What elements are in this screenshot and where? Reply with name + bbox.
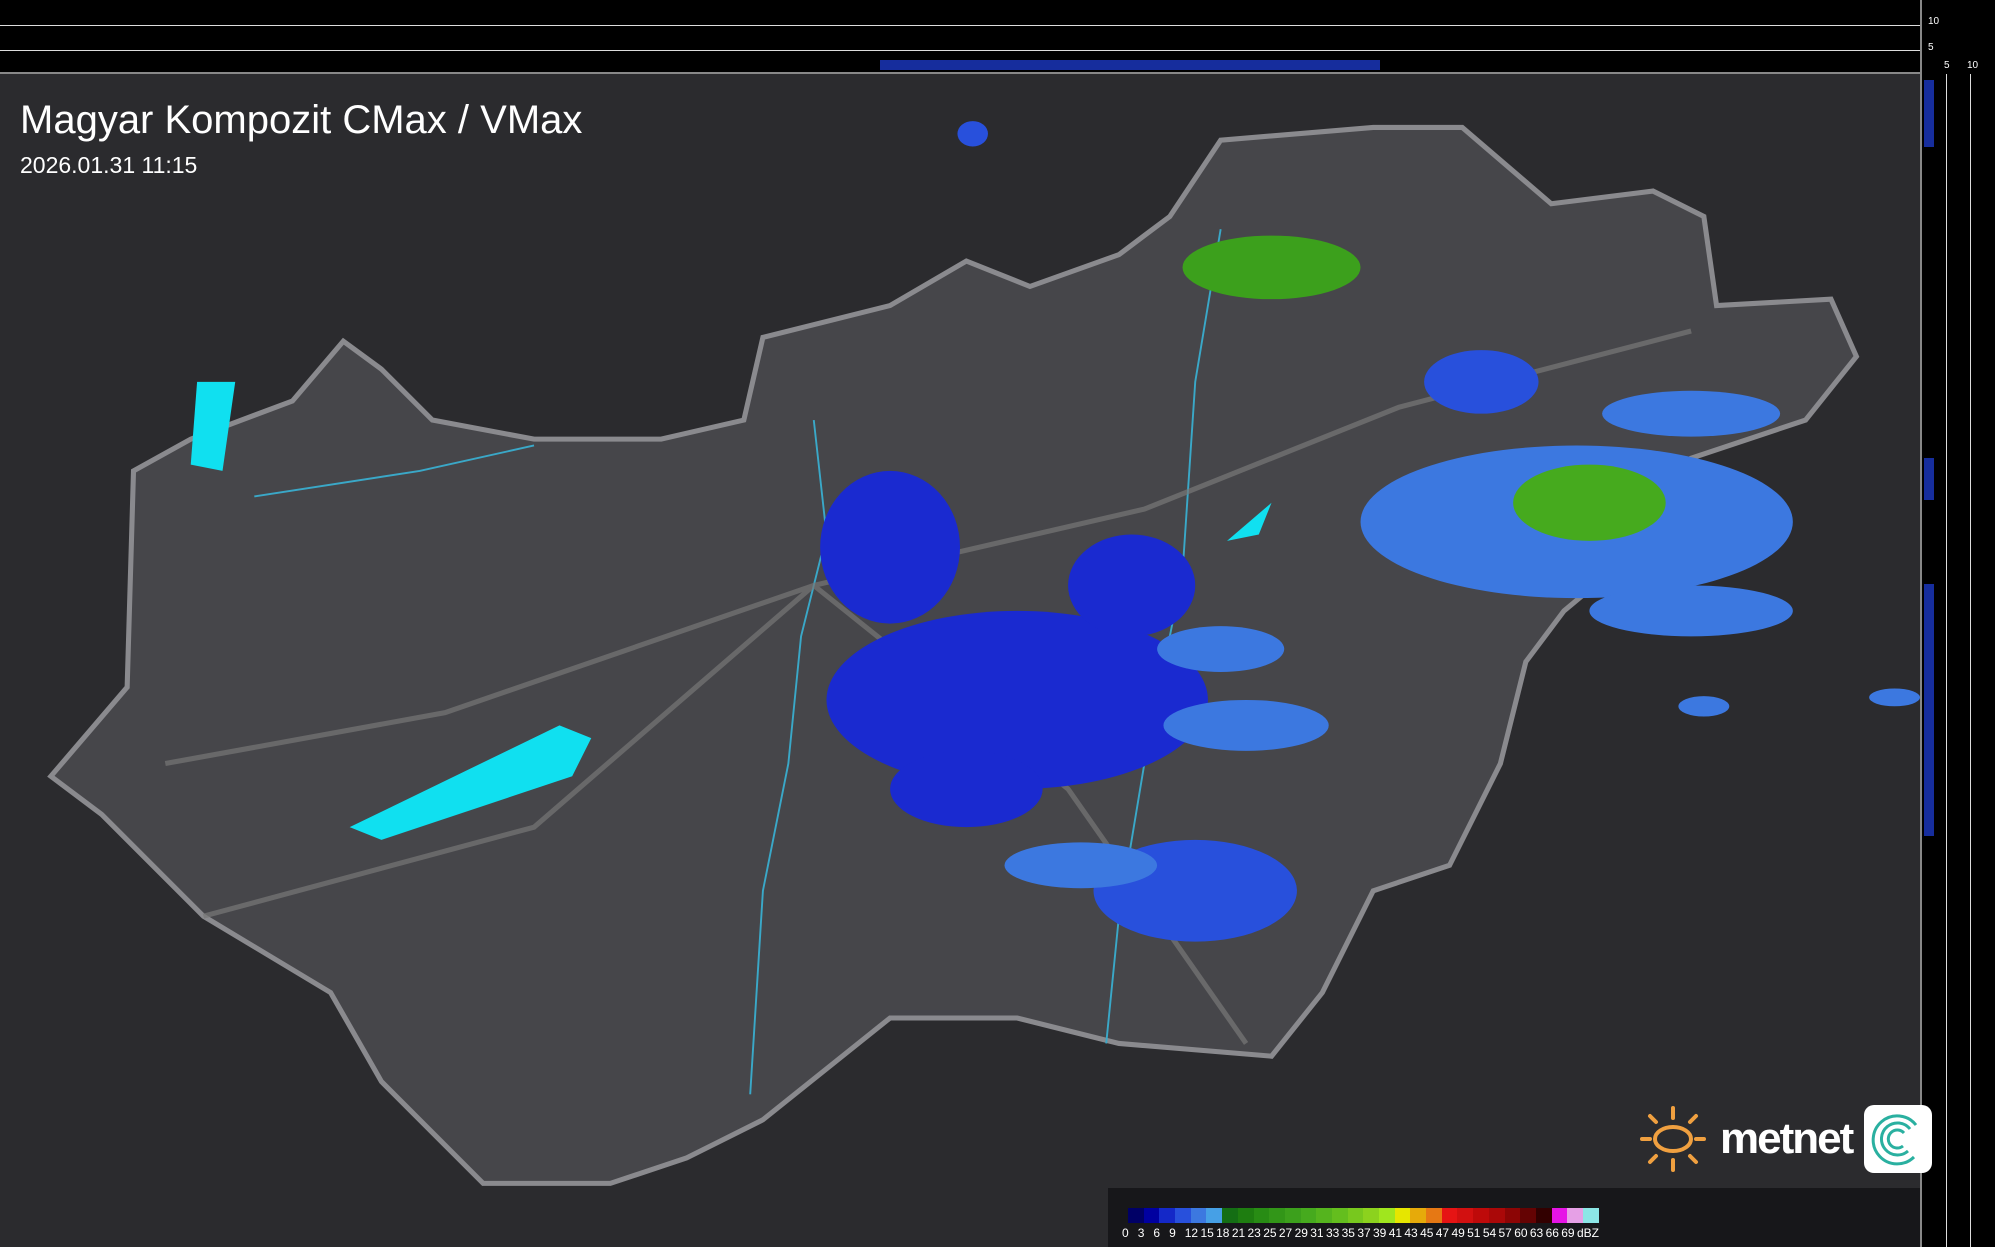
legend-swatch <box>1300 1208 1317 1223</box>
legend-swatch <box>1582 1208 1599 1223</box>
legend-swatch <box>1237 1208 1254 1223</box>
legend-swatch <box>1394 1208 1411 1223</box>
legend-label: 41 <box>1388 1226 1403 1240</box>
radar-map[interactable] <box>0 74 1920 1247</box>
legend-swatch <box>1128 1208 1144 1223</box>
legend-label: 60 <box>1514 1226 1528 1240</box>
legend-swatch <box>1316 1208 1332 1223</box>
legend-label: 37 <box>1357 1226 1371 1240</box>
logo-text: metnet <box>1720 1114 1854 1163</box>
legend-label: 0 <box>1122 1226 1129 1240</box>
legend-label: 35 <box>1341 1226 1355 1240</box>
legend-label: 45 <box>1420 1226 1434 1240</box>
metnet-logo: metnet <box>1638 1104 1933 1174</box>
tick: 5 <box>1928 42 1934 53</box>
legend-swatch <box>1551 1208 1568 1223</box>
legend-swatch <box>1410 1208 1427 1223</box>
legend-swatch <box>1488 1208 1505 1223</box>
legend-label: 51 <box>1467 1226 1481 1240</box>
timestamp: 2026.01.31 11:15 <box>20 152 198 178</box>
legend-swatch <box>1159 1208 1176 1223</box>
legend-label: 47 <box>1435 1226 1450 1240</box>
legend-label: 33 <box>1325 1226 1340 1240</box>
legend-color-scale <box>1128 1208 1599 1223</box>
legend-swatch <box>1206 1208 1223 1223</box>
legend-labels: 0 3 6 9 12 15 18 21 23 25 27 29 31 33 35 37 39 41 43 45 47 49… <box>1122 1226 1599 1240</box>
legend-swatch <box>1253 1208 1270 1223</box>
sun-icon <box>1640 1106 1706 1172</box>
legend-label: 3 <box>1137 1226 1145 1240</box>
lakes <box>190 381 1272 840</box>
legend-label: 23 <box>1247 1226 1261 1240</box>
legend-swatch <box>1363 1208 1379 1223</box>
legend-label: 25 <box>1263 1226 1277 1240</box>
legend-swatch <box>1426 1208 1442 1223</box>
legend-swatch <box>1520 1208 1536 1223</box>
legend-label: 49 <box>1451 1226 1465 1240</box>
legend-unit: dBZ <box>1576 1226 1599 1240</box>
legend-label: 21 <box>1231 1226 1246 1240</box>
legend-swatch <box>1143 1208 1160 1223</box>
legend-label: 43 <box>1404 1226 1418 1240</box>
legend-swatch <box>1269 1208 1285 1223</box>
legend-swatch <box>1190 1208 1207 1223</box>
dbz-color-legend: 0 3 6 9 12 15 18 21 23 25 27 29 31 33 35 37 39 41 43 45 47 49… <box>1108 1188 1920 1247</box>
profile-echo <box>880 60 1380 70</box>
vertical-profile-panel: 10 5 5 10 <box>1920 0 1995 1247</box>
legend-swatch <box>1473 1208 1489 1223</box>
legend-swatch <box>1535 1208 1552 1223</box>
legend-label: 15 <box>1200 1226 1214 1240</box>
horizontal-profile-panel <box>0 0 1920 74</box>
legend-swatch <box>1504 1208 1521 1223</box>
legend-label: 54 <box>1482 1226 1497 1240</box>
legend-swatch <box>1441 1208 1458 1223</box>
legend-label: 18 <box>1216 1226 1230 1240</box>
app-logo-icon <box>1864 1105 1933 1173</box>
legend-label: 57 <box>1498 1226 1512 1240</box>
legend-swatch <box>1567 1208 1583 1223</box>
tick: 5 <box>1944 60 1950 71</box>
radar-echoes <box>820 121 1920 942</box>
legend-label: 39 <box>1373 1226 1387 1240</box>
legend-label: 6 <box>1153 1226 1161 1240</box>
profile-echo <box>1924 80 1934 920</box>
legend-swatch <box>1379 1208 1395 1223</box>
legend-label: 29 <box>1294 1226 1308 1240</box>
map-title: Magyar Kompozit CMax / VMax <box>20 98 583 142</box>
legend-label: 12 <box>1184 1226 1199 1240</box>
legend-label: 69 <box>1561 1226 1575 1240</box>
legend-label: 9 <box>1169 1226 1176 1240</box>
legend-label: 31 <box>1310 1226 1324 1240</box>
legend-swatch <box>1331 1208 1348 1223</box>
legend-swatch <box>1284 1208 1301 1223</box>
legend-swatch <box>1222 1208 1238 1223</box>
legend-label: 27 <box>1278 1226 1293 1240</box>
legend-swatch <box>1457 1208 1474 1223</box>
legend-swatch <box>1175 1208 1191 1223</box>
legend-label: 66 <box>1545 1226 1559 1240</box>
legend-swatch <box>1347 1208 1364 1223</box>
tick: 10 <box>1928 16 1940 27</box>
legend-label: 63 <box>1529 1226 1544 1240</box>
tick: 10 <box>1967 60 1979 71</box>
